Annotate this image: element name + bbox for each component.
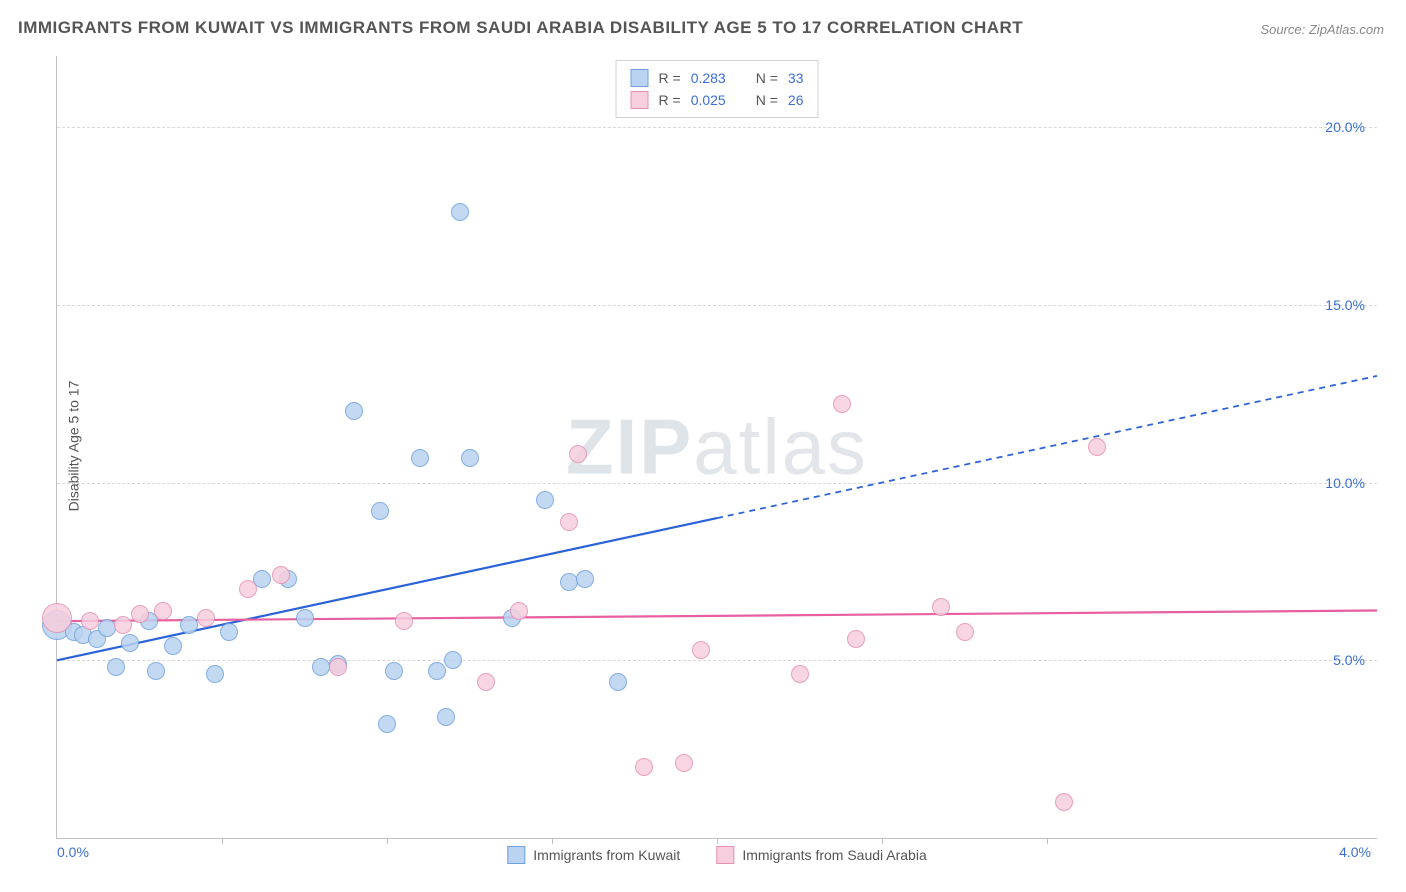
n-label: N =	[756, 92, 778, 108]
data-point-saudi	[1088, 438, 1106, 456]
data-point-saudi	[477, 673, 495, 691]
data-point-saudi	[569, 445, 587, 463]
x-tick	[222, 838, 223, 844]
legend-label-saudi: Immigrants from Saudi Arabia	[742, 847, 926, 863]
n-label: N =	[756, 70, 778, 86]
data-point-saudi	[791, 665, 809, 683]
data-point-saudi	[675, 754, 693, 772]
data-point-saudi	[932, 598, 950, 616]
data-point-kuwait	[296, 609, 314, 627]
gridline	[57, 127, 1377, 128]
swatch-saudi-icon	[716, 846, 734, 864]
trend-line-ext-kuwait	[717, 376, 1377, 518]
source-name: ZipAtlas.com	[1309, 22, 1384, 37]
r-label: R =	[659, 70, 681, 86]
data-point-saudi	[847, 630, 865, 648]
n-value-kuwait: 33	[788, 70, 804, 86]
data-point-kuwait	[164, 637, 182, 655]
y-tick-label: 20.0%	[1325, 119, 1365, 135]
y-tick-label: 15.0%	[1325, 297, 1365, 313]
x-tick	[882, 838, 883, 844]
legend-item-kuwait: Immigrants from Kuwait	[507, 846, 680, 864]
data-point-kuwait	[147, 662, 165, 680]
data-point-kuwait	[428, 662, 446, 680]
data-point-kuwait	[345, 402, 363, 420]
y-tick-label: 5.0%	[1333, 652, 1365, 668]
legend-row-saudi: R = 0.025 N = 26	[631, 89, 804, 111]
x-tick	[387, 838, 388, 844]
source-attribution: Source: ZipAtlas.com	[1260, 22, 1384, 37]
legend-row-kuwait: R = 0.283 N = 33	[631, 67, 804, 89]
data-point-saudi	[560, 513, 578, 531]
data-point-kuwait	[180, 616, 198, 634]
data-point-kuwait	[536, 491, 554, 509]
data-point-saudi	[239, 580, 257, 598]
chart-title: IMMIGRANTS FROM KUWAIT VS IMMIGRANTS FRO…	[18, 18, 1023, 38]
r-label: R =	[659, 92, 681, 108]
data-point-kuwait	[121, 634, 139, 652]
data-point-kuwait	[107, 658, 125, 676]
data-point-kuwait	[451, 203, 469, 221]
correlation-legend: R = 0.283 N = 33 R = 0.025 N = 26	[616, 60, 819, 118]
gridline	[57, 660, 1377, 661]
n-value-saudi: 26	[788, 92, 804, 108]
plot-area: ZIPatlas R = 0.283 N = 33 R = 0.025 N = …	[56, 56, 1377, 839]
y-tick-label: 10.0%	[1325, 475, 1365, 491]
data-point-saudi	[114, 616, 132, 634]
data-point-kuwait	[98, 619, 116, 637]
data-point-saudi	[42, 603, 72, 633]
data-point-saudi	[833, 395, 851, 413]
data-point-saudi	[154, 602, 172, 620]
x-axis-min-label: 0.0%	[57, 844, 89, 860]
r-value-saudi: 0.025	[691, 92, 726, 108]
data-point-saudi	[131, 605, 149, 623]
data-point-saudi	[956, 623, 974, 641]
swatch-kuwait-icon	[631, 69, 649, 87]
data-point-kuwait	[411, 449, 429, 467]
data-point-saudi	[395, 612, 413, 630]
data-point-kuwait	[378, 715, 396, 733]
x-tick	[1047, 838, 1048, 844]
data-point-saudi	[81, 612, 99, 630]
trend-line-kuwait	[57, 518, 717, 660]
r-value-kuwait: 0.283	[691, 70, 726, 86]
data-point-kuwait	[220, 623, 238, 641]
x-tick	[717, 838, 718, 844]
data-point-saudi	[197, 609, 215, 627]
data-point-kuwait	[461, 449, 479, 467]
source-prefix: Source:	[1260, 22, 1308, 37]
trend-line-saudi	[57, 611, 1377, 622]
watermark: ZIPatlas	[566, 402, 868, 493]
legend-item-saudi: Immigrants from Saudi Arabia	[716, 846, 926, 864]
data-point-saudi	[692, 641, 710, 659]
gridline	[57, 483, 1377, 484]
data-point-kuwait	[576, 570, 594, 588]
series-legend: Immigrants from Kuwait Immigrants from S…	[507, 846, 926, 864]
legend-label-kuwait: Immigrants from Kuwait	[533, 847, 680, 863]
gridline	[57, 305, 1377, 306]
watermark-bold: ZIP	[566, 403, 693, 491]
trend-lines	[57, 56, 1377, 838]
data-point-kuwait	[444, 651, 462, 669]
swatch-saudi-icon	[631, 91, 649, 109]
data-point-kuwait	[560, 573, 578, 591]
data-point-saudi	[272, 566, 290, 584]
swatch-kuwait-icon	[507, 846, 525, 864]
data-point-kuwait	[385, 662, 403, 680]
data-point-kuwait	[371, 502, 389, 520]
x-axis-max-label: 4.0%	[1339, 844, 1371, 860]
watermark-light: atlas	[693, 403, 868, 491]
data-point-saudi	[1055, 793, 1073, 811]
x-tick	[552, 838, 553, 844]
data-point-saudi	[510, 602, 528, 620]
data-point-kuwait	[437, 708, 455, 726]
data-point-kuwait	[609, 673, 627, 691]
data-point-kuwait	[206, 665, 224, 683]
data-point-saudi	[329, 658, 347, 676]
data-point-saudi	[635, 758, 653, 776]
data-point-kuwait	[312, 658, 330, 676]
